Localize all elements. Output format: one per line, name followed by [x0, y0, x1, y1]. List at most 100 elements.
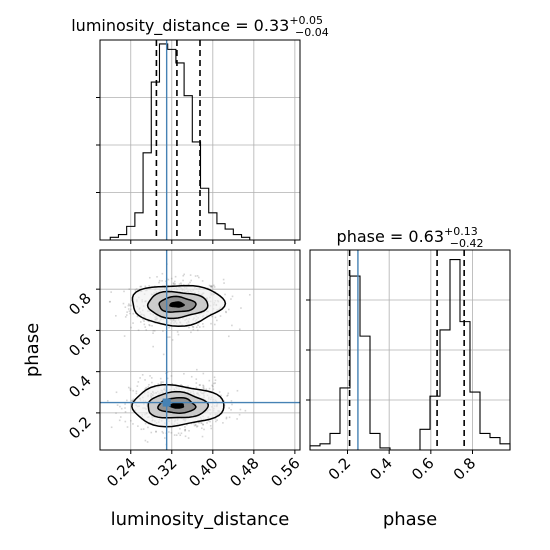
scatter-point: [144, 439, 147, 442]
scatter-point: [155, 431, 157, 433]
scatter-point: [202, 384, 204, 387]
scatter-point: [208, 284, 211, 287]
scatter-point: [207, 419, 210, 422]
scatter-point: [162, 353, 165, 356]
scatter-point: [184, 428, 187, 431]
scatter-point: [146, 441, 149, 443]
scatter-point: [194, 275, 197, 277]
scatter-point: [136, 315, 139, 318]
scatter-point: [140, 428, 143, 431]
scatter-truth-marker: [162, 398, 171, 407]
scatter-point: [214, 417, 217, 420]
p3-xtick-label-1: 0.32: [144, 454, 180, 490]
scatter-point: [132, 312, 135, 315]
scatter-point: [159, 377, 162, 380]
scatter-point: [213, 323, 216, 326]
scatter-point: [141, 374, 144, 376]
luminosity-distance-title: luminosity_distance = 0.33+0.05 −0.04: [71, 14, 329, 39]
x-axis-label-luminosity-distance: luminosity_distance: [111, 509, 290, 530]
scatter-point: [132, 322, 134, 324]
scatter-point: [166, 371, 169, 373]
scatter-point: [132, 389, 134, 392]
scatter-point: [168, 326, 170, 329]
scatter-point: [179, 434, 182, 437]
scatter-point: [202, 372, 205, 375]
scatter-point: [110, 426, 113, 429]
scatter-point: [167, 336, 169, 338]
density-fill-levels: [131, 285, 226, 427]
scatter-point: [152, 329, 155, 332]
scatter-point: [203, 428, 205, 431]
scatter-point: [195, 386, 198, 389]
scatter-point: [128, 303, 130, 305]
scatter-point: [238, 413, 241, 416]
scatter-point: [125, 314, 128, 316]
scatter-point: [139, 377, 141, 379]
scatter-point: [160, 382, 162, 385]
scatter-point: [135, 390, 138, 393]
scatter-point: [199, 384, 201, 386]
scatter-point: [135, 392, 138, 395]
phase-y-ticks: 0.2 0.4 0.6 0.8: [65, 288, 100, 443]
scatter-point: [124, 420, 127, 423]
scatter-point: [124, 316, 127, 318]
scatter-point: [228, 335, 230, 338]
scatter-point: [158, 279, 161, 282]
scatter-point: [203, 387, 205, 390]
density-contour-2: [158, 295, 197, 313]
scatter-point: [188, 429, 190, 432]
scatter-point: [183, 372, 185, 375]
phase-histogram-panel: 0.2 0.4 0.6 0.8 phase = 0.63+0.13 −0.42: [306, 225, 511, 484]
scatter-point: [119, 416, 122, 418]
scatter-point: [162, 432, 165, 434]
scatter-point: [128, 310, 131, 312]
scatter-point: [167, 284, 169, 287]
scatter-point: [151, 381, 153, 384]
scatter-point: [230, 409, 232, 411]
scatter-point: [161, 430, 164, 433]
scatter-point: [130, 308, 132, 311]
density-contour-2: [157, 396, 197, 414]
p2-xtick-label-1: 0.4: [366, 454, 396, 484]
luminosity-distance-histogram-steps: [109, 43, 258, 241]
scatter-point: [140, 285, 143, 288]
scatter-point: [187, 283, 190, 285]
scatter-point: [123, 290, 125, 293]
scatter-point: [135, 288, 138, 290]
scatter-point: [201, 435, 204, 438]
scatter-point: [200, 422, 203, 425]
scatter-point: [197, 421, 200, 424]
scatter-point: [144, 422, 147, 425]
scatter-point: [137, 329, 140, 332]
scatter-point: [143, 323, 146, 326]
scatter-point: [171, 383, 173, 385]
phase-title: phase = 0.63+0.13 −0.42: [337, 225, 484, 250]
scatter-point: [184, 429, 186, 431]
scatter-point: [236, 418, 238, 420]
scatter-point: [225, 417, 228, 420]
scatter-point: [153, 329, 156, 332]
scatter-point: [142, 318, 144, 321]
scatter-point: [148, 320, 150, 323]
scatter-point: [186, 423, 188, 426]
scatter-point: [162, 381, 164, 383]
scatter-point: [126, 426, 129, 428]
scatter-point: [214, 379, 217, 381]
scatter-point: [225, 311, 227, 314]
scatter-point: [167, 278, 170, 281]
scatter-point: [168, 431, 170, 433]
scatter-point: [193, 422, 195, 425]
scatter-point: [210, 285, 213, 287]
scatter-point: [209, 425, 212, 427]
scatter-point: [244, 409, 247, 412]
scatter-point: [248, 293, 251, 296]
scatter-point: [124, 407, 126, 409]
scatter-point: [230, 400, 233, 402]
scatter-point: [182, 279, 184, 282]
scatter-point: [208, 379, 211, 382]
scatter-point: [190, 375, 193, 378]
scatter-point: [148, 276, 151, 279]
scatter-point: [110, 291, 112, 293]
scatter-point: [214, 382, 217, 384]
scatter-point: [148, 285, 150, 287]
